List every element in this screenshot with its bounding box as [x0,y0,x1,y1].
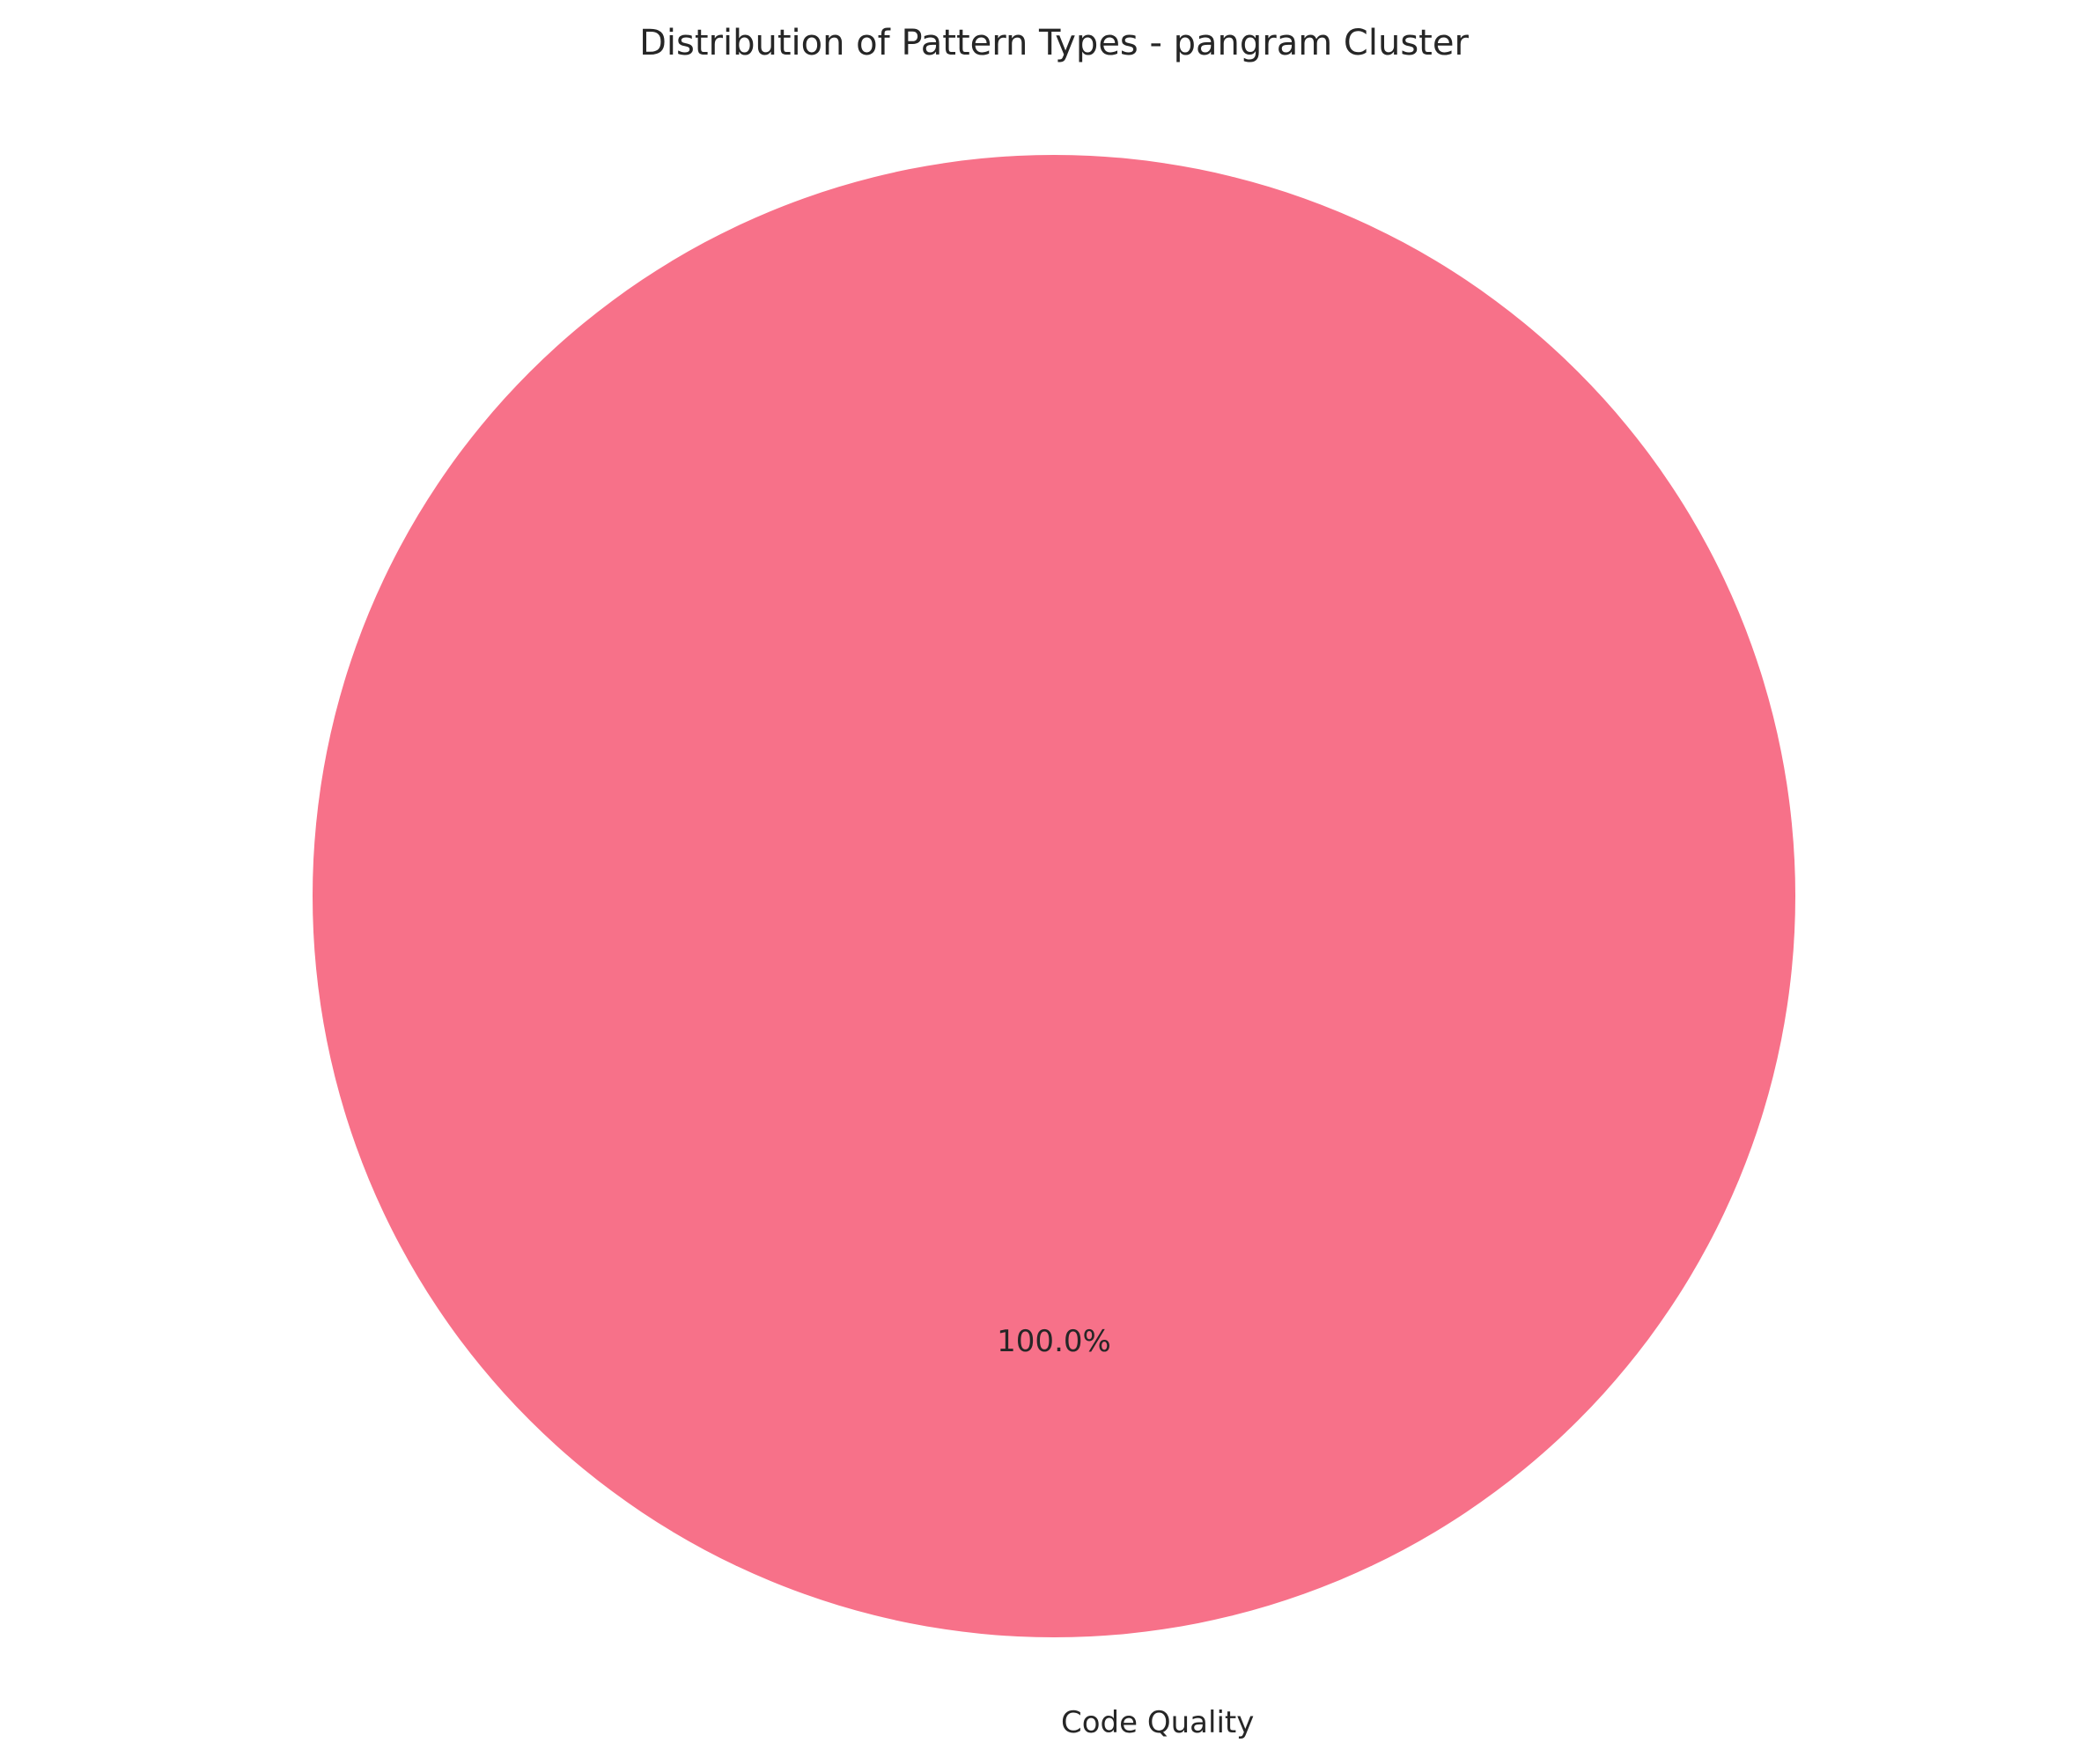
pie-labels: 100.0% Code Quality [997,1324,1254,1740]
chart-title: Distribution of Pattern Types - pangram … [639,23,1469,63]
pie-slice [313,155,1795,1637]
pie-slices [313,155,1795,1637]
slice-category-label: Code Quality [1061,1705,1254,1740]
slice-percent-label: 100.0% [997,1324,1111,1359]
